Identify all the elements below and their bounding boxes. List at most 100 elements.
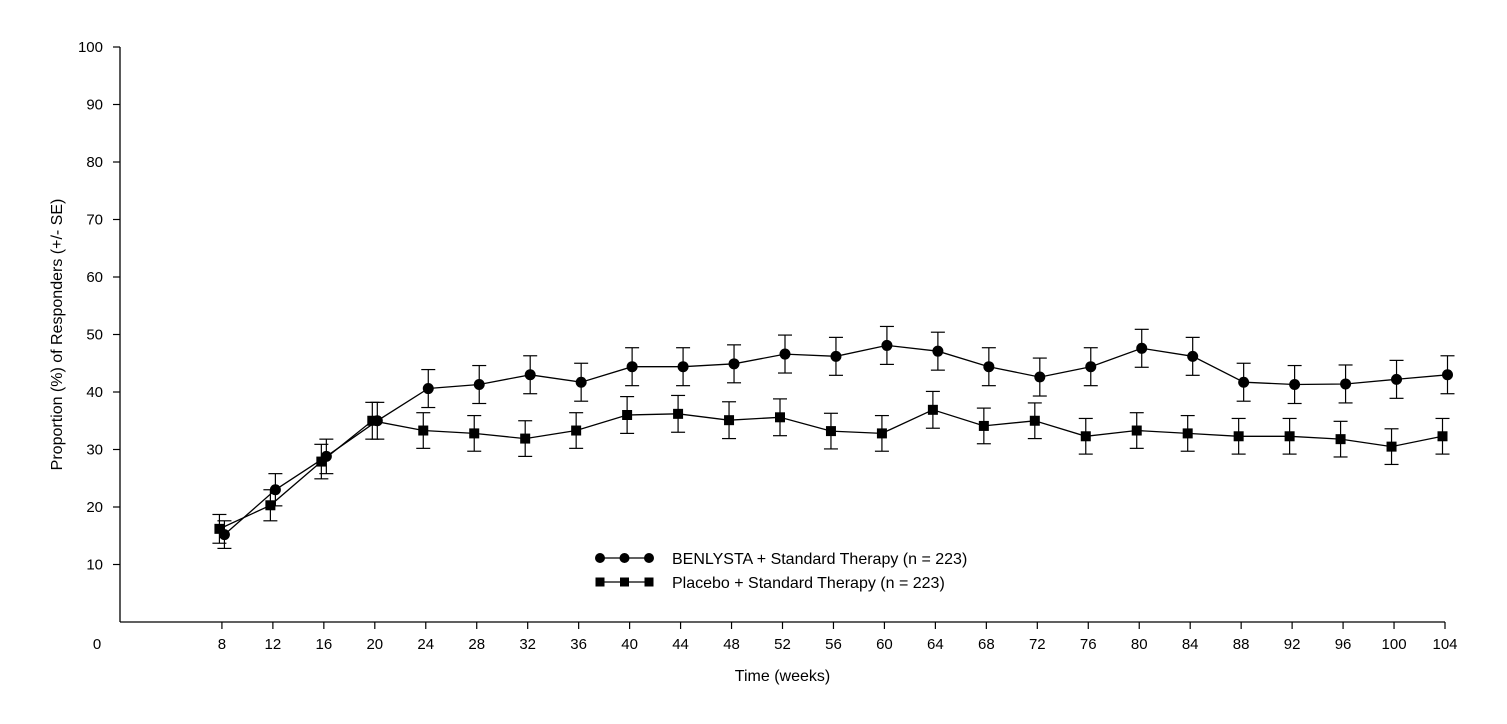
legend-marker-square	[595, 577, 605, 587]
data-point-circle	[1187, 350, 1199, 362]
data-point-square	[622, 410, 633, 420]
data-point-circle	[1289, 379, 1301, 391]
data-point-square	[520, 433, 531, 444]
data-point-square	[876, 428, 887, 439]
y-tick-label: 70	[86, 212, 103, 229]
data-point-square	[673, 408, 684, 419]
legend-marker-circle	[595, 553, 605, 563]
data-point-square	[927, 404, 938, 415]
y-tick-label: 90	[86, 97, 103, 114]
legend-marker-square	[620, 577, 629, 587]
data-point-circle	[524, 369, 536, 381]
data-point-circle	[1034, 371, 1046, 383]
data-point-circle	[1238, 376, 1250, 388]
data-point-circle	[779, 348, 791, 360]
x-tick-label: 12	[265, 636, 282, 653]
data-point-square	[724, 415, 735, 426]
x-tick-label: 16	[316, 636, 333, 653]
legend-label-benlysta: BENLYSTA + Standard Therapy (n = 223)	[672, 551, 967, 568]
y-axis-ticks: 10 20 30 40 50 60 70 80 90 100	[78, 39, 120, 574]
data-point-square	[214, 523, 225, 534]
legend-item-placebo	[595, 577, 654, 587]
data-point-square	[316, 456, 327, 467]
data-point-circle	[677, 361, 689, 373]
y-tick-label: 30	[86, 442, 103, 459]
x-tick-label: 40	[621, 636, 638, 653]
data-point-square	[1131, 425, 1142, 436]
data-point-square	[1437, 431, 1448, 442]
series-placebo	[212, 390, 1450, 544]
legend-label-placebo: Placebo + Standard Therapy (n = 223)	[672, 575, 945, 592]
y-tick-label: 50	[86, 327, 103, 344]
x-tick-label: 88	[1233, 636, 1250, 653]
y-tick-label: 80	[86, 154, 103, 171]
data-point-square	[825, 426, 836, 437]
data-point-circle	[728, 358, 740, 370]
x-tick-label: 64	[927, 636, 944, 653]
x-tick-label: 52	[774, 636, 791, 653]
data-point-square	[1029, 415, 1040, 426]
x-axis-title: Time (weeks)	[735, 668, 830, 685]
data-point-square	[1335, 434, 1346, 445]
x-tick-label: 76	[1080, 636, 1097, 653]
data-point-square	[571, 425, 582, 436]
data-point-circle	[626, 361, 638, 373]
data-point-circle	[881, 339, 893, 351]
data-point-circle	[1085, 361, 1097, 373]
x-tick-label: 100	[1382, 636, 1407, 653]
data-point-square	[367, 415, 378, 426]
series-benlysta	[217, 325, 1455, 550]
x-tick-label: 32	[519, 636, 536, 653]
y-tick-label: 60	[86, 269, 103, 286]
x-tick-label: 24	[417, 636, 434, 653]
data-point-square	[775, 412, 785, 423]
x-tick-label: 68	[978, 636, 995, 653]
x-tick-label: 36	[570, 636, 587, 653]
data-point-circle	[1442, 369, 1453, 381]
x-tick-label: 96	[1335, 636, 1352, 653]
x-tick-label: 48	[723, 636, 740, 653]
data-point-square	[1386, 441, 1397, 452]
legend-marker-circle	[619, 553, 630, 563]
legend-item-benlysta	[595, 553, 654, 563]
data-point-circle	[1340, 378, 1352, 390]
y-tick-label: 20	[86, 499, 103, 516]
x-tick-label: 92	[1284, 636, 1301, 653]
data-point-circle	[983, 361, 995, 373]
y-tick-label: 40	[86, 384, 103, 401]
x-tick-label: 84	[1182, 636, 1199, 653]
data-point-square	[1233, 431, 1244, 442]
data-point-circle	[1136, 342, 1148, 354]
y-tick-label: 100	[78, 39, 103, 56]
x-tick-label: 56	[825, 636, 842, 653]
data-point-square	[418, 425, 429, 436]
y-tick-label: 10	[86, 557, 103, 574]
data-point-circle	[473, 379, 485, 391]
data-point-circle	[575, 376, 587, 388]
x-origin-label: 0	[93, 636, 101, 653]
legend-marker-square	[644, 577, 654, 587]
legend-marker-circle	[644, 553, 654, 563]
legend: BENLYSTA + Standard Therapy (n = 223) Pl…	[595, 551, 967, 592]
data-point-square	[1182, 428, 1193, 439]
plot-area	[212, 325, 1455, 550]
x-tick-label: 104	[1432, 636, 1457, 653]
x-tick-label: 60	[876, 636, 893, 653]
x-tick-label: 20	[366, 636, 383, 653]
x-tick-label: 28	[468, 636, 485, 653]
data-point-square	[978, 420, 989, 431]
x-axis-ticks: 8 12 16 20 24 28 32 36 40 44 48 52 56 60 64 68 72 76 80 84 8…	[218, 622, 1458, 653]
data-point-circle	[830, 350, 842, 362]
data-point-circle	[1391, 373, 1403, 385]
data-point-square	[265, 500, 276, 511]
x-tick-label: 80	[1131, 636, 1148, 653]
data-point-square	[1080, 431, 1091, 442]
x-tick-label: 72	[1029, 636, 1046, 653]
data-point-square	[1284, 431, 1295, 442]
data-point-circle	[932, 345, 944, 357]
data-point-square	[469, 428, 480, 439]
x-tick-label: 44	[672, 636, 689, 653]
x-tick-label: 8	[218, 636, 226, 653]
y-axis-title: Proportion (%) of Responders (+/- SE)	[49, 199, 66, 471]
